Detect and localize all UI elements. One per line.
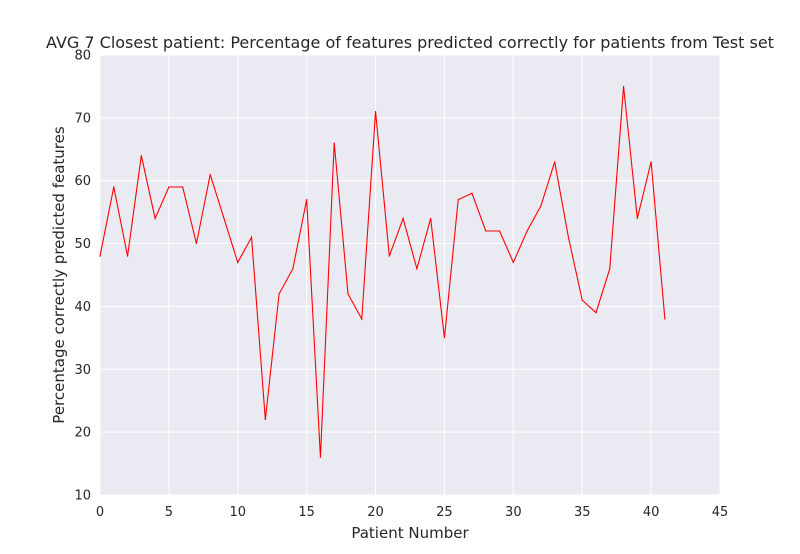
data-point [374,110,377,113]
x-tick-label: 10 [230,505,247,520]
data-point [402,217,404,220]
data-point [292,268,294,270]
data-point [498,230,501,232]
data-point [526,230,528,232]
y-tick-labels: 10 20 30 40 50 60 70 80 [74,49,91,504]
data-point [250,236,253,238]
data-point [99,255,101,257]
x-tick-label: 25 [436,505,453,520]
data-point [333,142,335,144]
x-tick-label: 0 [96,505,104,520]
series-layer [99,85,666,458]
data-point [264,418,266,421]
data-point [443,337,446,339]
x-tick-label: 20 [367,505,384,520]
data-point [457,198,459,201]
data-point [168,186,170,188]
y-tick-label: 60 [74,174,91,189]
data-point [512,261,514,264]
series-line [99,86,666,458]
data-point [388,255,390,257]
data-point [113,186,115,188]
data-point [306,198,308,201]
chart-title: AVG 7 Closest patient: Percentage of fea… [46,33,774,52]
data-point [319,456,322,458]
x-tick-label: 30 [505,505,522,520]
x-tick-label: 5 [165,505,173,520]
data-point [581,299,583,301]
y-axis-label: Percentage correctly predicted features [50,126,68,424]
data-point [554,161,556,163]
data-point [278,293,280,295]
data-point [485,230,487,232]
data-point [182,186,184,188]
x-gridlines [99,55,721,495]
x-tick-label: 40 [643,505,660,520]
y-tick-label: 20 [74,426,91,441]
y-tick-label: 50 [74,237,91,252]
data-point [609,268,611,270]
data-point [416,268,418,270]
data-point [347,293,349,295]
y-tick-label: 30 [74,363,91,378]
data-point [664,318,666,320]
y-tick-label: 80 [74,49,91,64]
data-point [223,217,225,220]
data-point [622,85,625,88]
y-tick-label: 10 [74,489,91,504]
y-tick-label: 40 [74,300,91,315]
data-point [567,236,570,238]
data-point [209,173,211,176]
x-tick-label: 15 [298,505,315,520]
x-tick-labels: 0 5 10 15 20 25 30 35 40 45 [96,505,728,520]
data-point [195,242,198,245]
x-axis-label: Patient Number [351,524,469,542]
data-point [595,312,597,314]
plot-background [100,55,720,495]
data-point [154,217,156,220]
data-point [636,217,638,220]
data-point [237,261,239,264]
x-tick-label: 45 [712,505,729,520]
data-point [540,205,542,207]
data-point [471,192,473,194]
x-tick-label: 35 [574,505,591,520]
y-tick-label: 70 [74,111,91,126]
data-point [650,161,652,163]
data-point [126,255,129,257]
data-point [140,154,142,157]
data-point [361,318,363,320]
data-point [430,217,432,220]
